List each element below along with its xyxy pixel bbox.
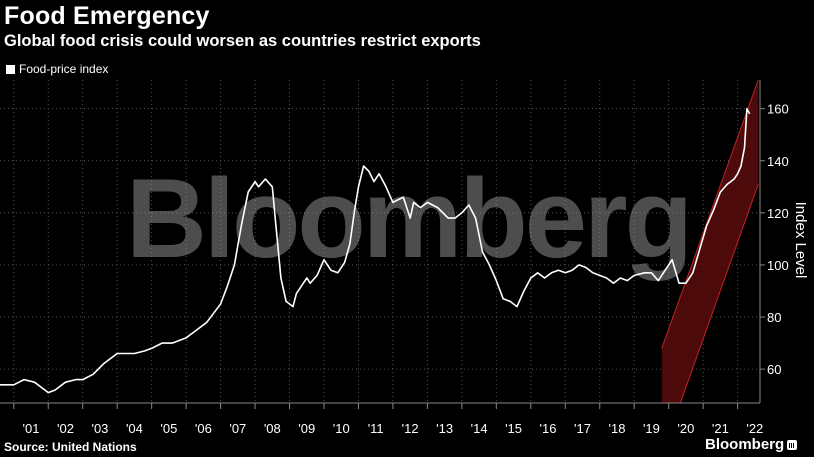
x-tick-label: '21 (712, 421, 729, 436)
series-line (0, 107, 751, 394)
x-tick-label: '16 (540, 421, 557, 436)
x-tick-label: '02 (57, 421, 74, 436)
brand-name: Bloomberg (705, 436, 785, 453)
x-tick-label: '09 (298, 421, 315, 436)
watermark: Bloomberg (126, 156, 693, 281)
chart-icon (787, 439, 798, 450)
food-price-index-line (0, 107, 751, 394)
channel-lower-edge (679, 184, 759, 403)
x-tick-label: '13 (436, 421, 453, 436)
y-tick-label: 160 (767, 102, 789, 117)
x-tick-label: '08 (264, 421, 281, 436)
x-tick-label: '07 (229, 421, 246, 436)
x-tick-label: '04 (126, 421, 143, 436)
y-tick-label: 140 (767, 154, 789, 169)
x-tick-label: '05 (160, 421, 177, 436)
grid (0, 80, 760, 403)
source-note: Source: United Nations (4, 440, 137, 454)
chart-title: Food Emergency (4, 2, 210, 30)
y-tick-label: 120 (767, 206, 789, 221)
watermark-text: Bloomberg (126, 156, 690, 281)
channel-fill (661, 80, 759, 403)
axes: Index Level 60 80 100 120 140 160 '01 '02 '03 '04… (0, 80, 809, 436)
legend: Food-price index (6, 62, 108, 76)
legend-swatch (6, 64, 15, 74)
chart-subtitle: Global food crisis could worsen as count… (4, 32, 481, 50)
x-tick-label: '10 (333, 421, 350, 436)
x-tick-label: '01 (23, 421, 40, 436)
x-tick-label: '06 (195, 421, 212, 436)
channel-upper-edge (661, 80, 759, 349)
y-tick-label: 100 (767, 258, 789, 273)
brand-logo: Bloomberg (705, 436, 798, 453)
y-tick-label: 60 (767, 362, 781, 377)
x-tick-label: '03 (91, 421, 108, 436)
x-tick-label: '14 (471, 421, 488, 436)
x-tick-label: '18 (608, 421, 625, 436)
x-tick-label: '12 (402, 421, 419, 436)
y-axis-label: Index Level (792, 202, 809, 279)
x-tick-label: '19 (643, 421, 660, 436)
x-tick-label: '20 (677, 421, 694, 436)
x-tick-label: '11 (368, 421, 384, 436)
x-tick-label: '22 (746, 421, 763, 436)
trend-channel (661, 80, 759, 403)
x-tick-label: '17 (574, 421, 591, 436)
y-tick-label: 80 (767, 310, 781, 325)
x-tick-label: '15 (505, 421, 522, 436)
legend-label: Food-price index (19, 62, 109, 76)
